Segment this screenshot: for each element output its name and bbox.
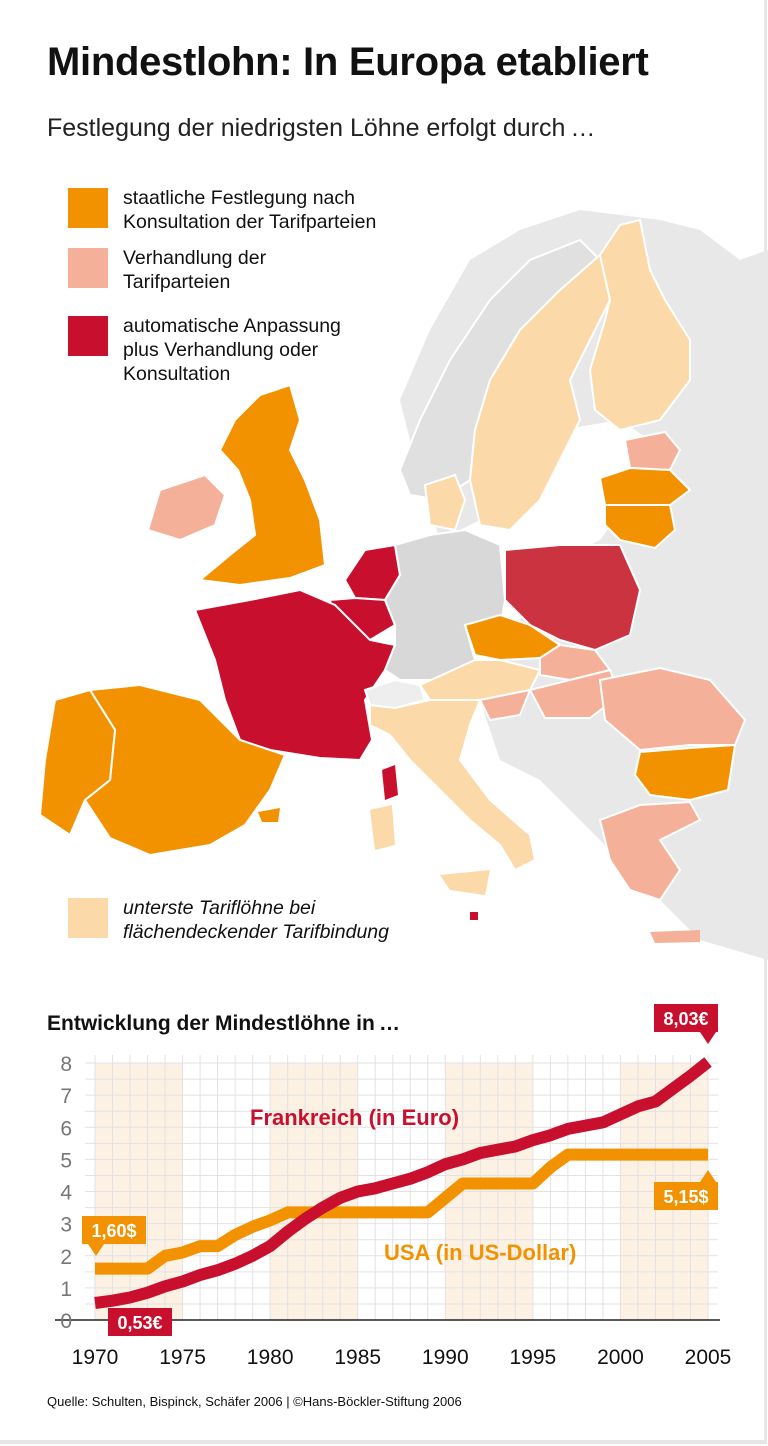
callout-france-end: 8,03€ (663, 1009, 708, 1029)
country-france (193, 588, 397, 762)
country-lithuania (604, 504, 677, 550)
x-tick-label: 2000 (597, 1346, 644, 1369)
country-ireland (146, 473, 227, 542)
y-tick-label: 2 (60, 1246, 72, 1269)
y-tick-label: 7 (60, 1085, 72, 1108)
legend-line: automatische Anpassung (123, 315, 341, 337)
y-tick-label: 1 (60, 1278, 72, 1301)
country-corsica (382, 765, 398, 800)
series-line-france (94, 1057, 712, 1309)
series-label-france: Frankreich (in Euro) (250, 1105, 459, 1130)
y-tick-label: 8 (60, 1053, 72, 1076)
y-tick-label: 5 (60, 1149, 72, 1172)
country-crete (650, 930, 700, 943)
x-tick-label: 1995 (509, 1346, 556, 1369)
country-uk (197, 383, 327, 587)
x-tick-label: 1975 (159, 1346, 206, 1369)
callout-usa-start-box (82, 1216, 146, 1244)
callout-pointer (700, 1032, 716, 1044)
legend-line: unterste Tariflöhne bei (123, 897, 316, 919)
country-slovenia (478, 688, 532, 722)
legend-swatch (68, 248, 108, 288)
country-sicily (440, 870, 490, 895)
country-finland (588, 218, 691, 432)
callout-france-end-box (654, 1004, 718, 1032)
y-tick-label: 0 (60, 1310, 72, 1333)
legend-line: Konsultation der Tarifparteien (123, 211, 377, 233)
page-title: Mindestlohn: In Europa etabliert (47, 40, 649, 84)
legend-line: flächendeckender Tarifbindung (123, 921, 389, 943)
legend-item-state-setting: staatliche Festlegung nach Konsultation d… (68, 186, 376, 234)
country-malta (470, 912, 478, 920)
callout-pointer (88, 1244, 104, 1256)
country-poland (504, 544, 642, 652)
y-tick-label: 4 (60, 1182, 72, 1205)
legend-line: Tarifparteien (123, 271, 231, 293)
series-line-usa (95, 1148, 708, 1275)
legend-line: Konsultation (123, 363, 231, 385)
country-sardinia (370, 805, 395, 850)
callout-france-start-box (108, 1308, 172, 1336)
legend-swatch (68, 188, 108, 228)
page-subtitle: Festlegung der niedrigsten Löhne erfolgt… (47, 114, 596, 142)
callout-france-start: 0,53€ (117, 1313, 162, 1333)
legend-line: Verhandlung der (123, 247, 267, 269)
callout-usa-end: 5,15$ (663, 1187, 708, 1207)
legend-swatch (68, 898, 108, 938)
chart-title: Entwicklung der Mindestlöhne in … (47, 1012, 401, 1035)
country-estonia (623, 430, 682, 472)
x-tick-label: 2005 (685, 1346, 732, 1369)
source-note: Quelle: Schulten, Bispinck, Schäfer 2006… (47, 1394, 462, 1409)
country-greece (598, 800, 702, 902)
legend-item-collective-wages: unterste Tariflöhne bei flächendeckender … (68, 896, 389, 944)
callout-usa-start: 1,60$ (91, 1221, 136, 1241)
country-portugal (38, 688, 117, 837)
country-sweden (468, 253, 612, 532)
legend-line: plus Verhandlung oder (123, 339, 319, 361)
europe-map (38, 210, 768, 960)
country-bulgaria (633, 743, 737, 802)
country-italy (369, 699, 537, 872)
y-tick-label: 3 (60, 1214, 72, 1237)
callout-usa-end-box (654, 1182, 718, 1210)
x-tick-label: 1980 (247, 1346, 294, 1369)
x-tick-label: 1970 (72, 1346, 119, 1369)
legend-item-automatic: automatische Anpassung plus Verhandlung o… (68, 314, 341, 386)
legend-item-negotiation: Verhandlung der Tarifparteien (68, 246, 266, 294)
legend-line: staatliche Festlegung nach (123, 187, 355, 209)
series-label-usa: USA (in US-Dollar) (384, 1240, 576, 1265)
x-tick-label: 1990 (422, 1346, 469, 1369)
callout-pointer (700, 1170, 716, 1182)
x-tick-label: 1985 (334, 1346, 381, 1369)
y-tick-label: 6 (60, 1117, 72, 1140)
country-denmark (423, 473, 467, 532)
country-balearics (258, 808, 280, 822)
legend-swatch (68, 316, 108, 356)
